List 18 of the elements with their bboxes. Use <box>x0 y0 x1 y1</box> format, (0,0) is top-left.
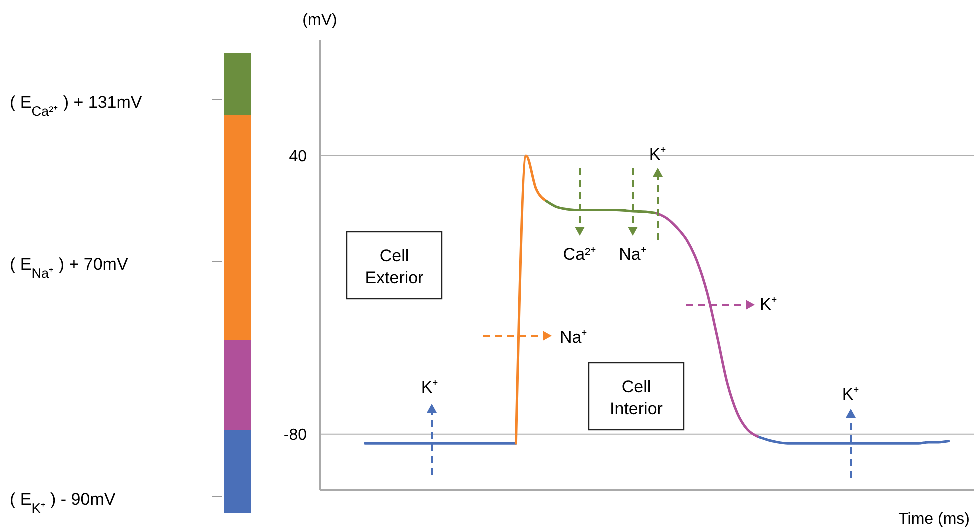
text: ( E$_{Na⁺}$ ) + 70mV <box>10 255 129 280</box>
annotation: Cell Interior <box>610 378 664 418</box>
annotation: Cell Exterior <box>365 246 424 288</box>
annotation: Na⁺ <box>619 245 647 264</box>
annotation: K⁺ <box>649 145 667 164</box>
annotation: K⁺ <box>421 378 439 397</box>
text: ( E$_{Ca²⁺}$ ) + 131mV <box>10 93 143 118</box>
line-series <box>514 154 548 445</box>
annotation: K⁺ <box>760 295 778 314</box>
annotation: Ca²⁺ <box>563 245 597 264</box>
y-tick-label: 40 <box>289 148 308 166</box>
y-tick-label: -80 <box>284 426 308 444</box>
text: ( E$_{K⁺}$ ) - 90mV <box>10 490 116 516</box>
annotation: K⁺ <box>842 385 860 404</box>
y-axis-title: (mV) <box>302 12 338 29</box>
line-series <box>545 200 658 215</box>
x-axis-title: Time (ms) <box>898 511 970 528</box>
annotation: Na⁺ <box>560 328 588 347</box>
